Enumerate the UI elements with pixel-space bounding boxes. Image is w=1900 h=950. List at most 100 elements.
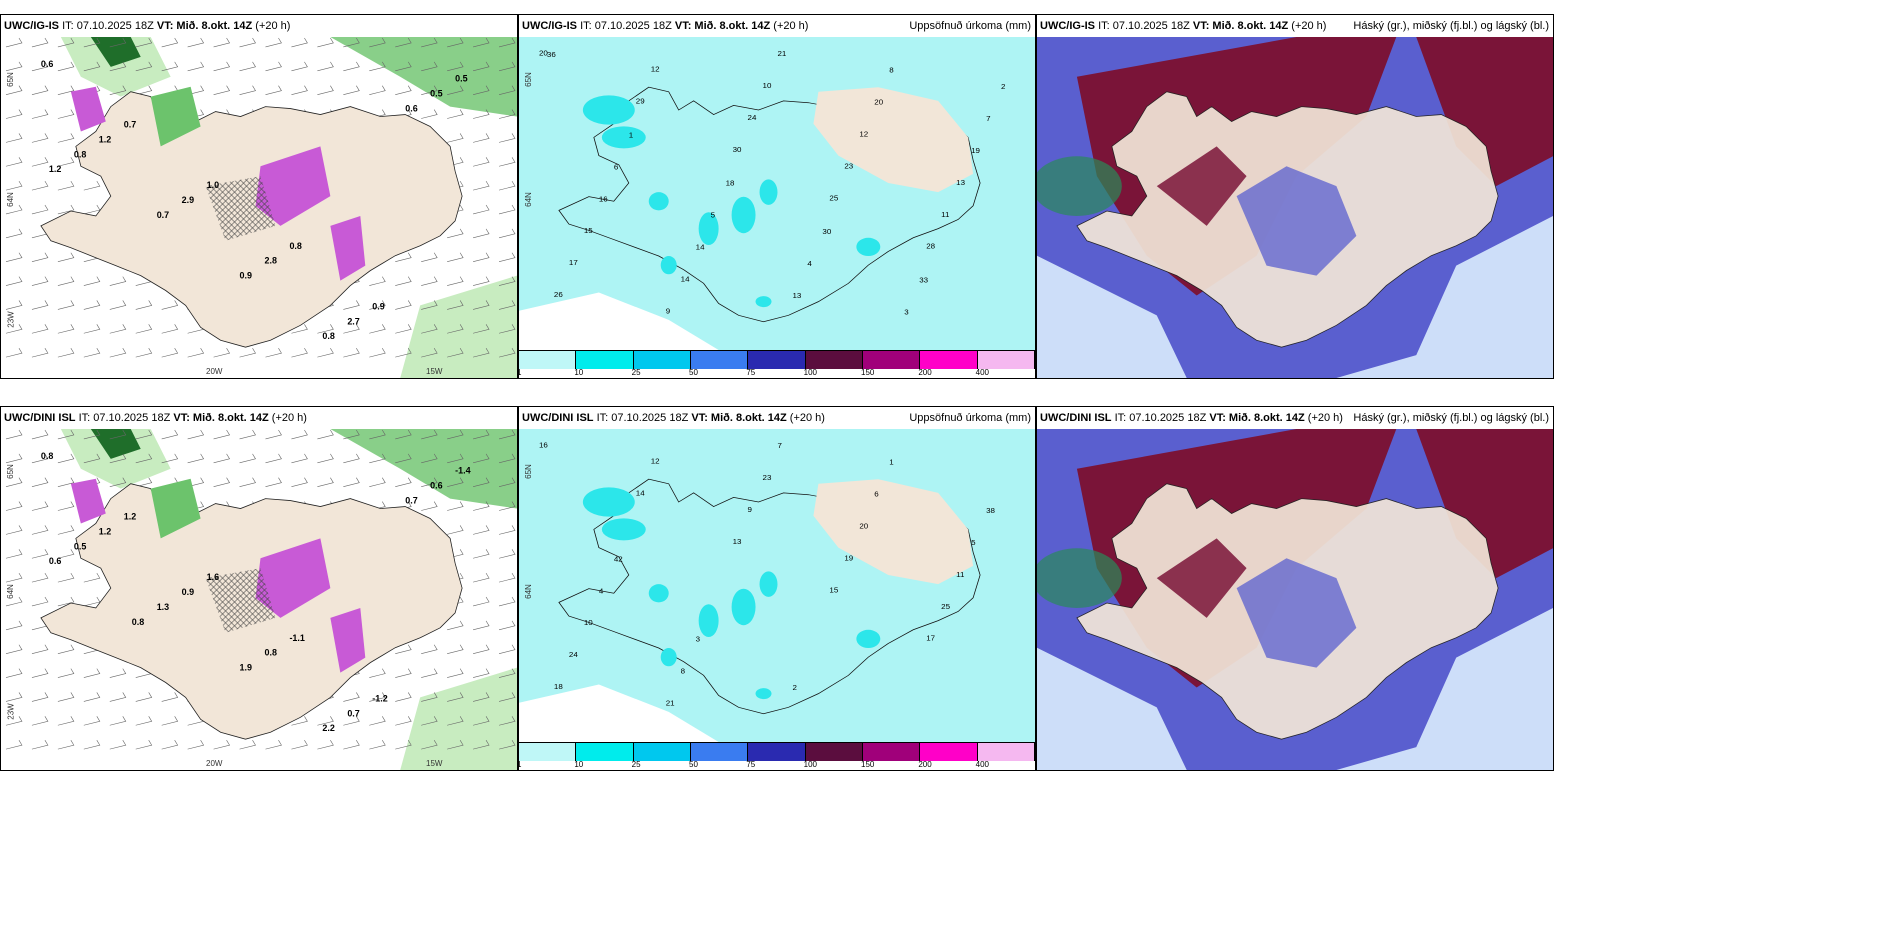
wind-barb [498,477,516,487]
wind-barb [57,61,75,72]
wind-barb [291,61,308,72]
wind-barb [31,573,49,583]
colorbar-swatch [977,351,1035,369]
colorbar-label: 25 [631,760,641,769]
wind-barb [395,37,412,48]
wind-barb [447,740,464,750]
wind-barb [187,85,205,95]
colorbar-swatch [805,351,863,369]
precip-area-ne [330,37,517,117]
wind-barb [447,85,464,95]
precip-amount-label: 0.6 [430,481,442,491]
valid-time: VT: Mið. 8.okt. 14Z [1209,412,1305,424]
heavy-precip-cell [755,688,772,700]
colorbar-label: 150 [861,368,875,377]
wind-barb [83,348,101,358]
wind-barb [57,453,75,464]
wind-barb [31,740,49,750]
wind-barb [135,348,153,358]
precip-value-label: 9 [666,307,670,316]
high-cloud-over-land [1156,146,1247,226]
wind-barb [369,716,386,726]
wind-barb [5,61,23,72]
dry-area [519,684,719,742]
wind-barb [213,740,231,750]
wind-barb [473,348,490,358]
heavy-precip-cell [698,604,719,638]
valid-time: VT: Mið. 8.okt. 14Z [173,412,269,424]
wind-barb [31,501,49,511]
wind-barb [343,740,360,750]
latitude-label: 23W [6,311,16,328]
wind-barb [395,276,412,286]
wind-barb [31,716,49,726]
precip-area-se [400,275,517,378]
wind-barb [473,324,490,334]
heavy-precip-cell [648,584,669,603]
wind-barb [421,477,438,487]
wind-barb [161,300,179,310]
map-svg [1037,37,1553,378]
wind-barb [5,37,23,48]
precip-value-label: 23 [844,162,853,171]
precip-amount-label: 1.2 [99,526,111,536]
wind-barb [109,61,127,72]
wind-barb [421,644,438,654]
precip-value-label: 1 [629,131,633,140]
wind-barb [395,324,412,334]
wind-barb [135,740,153,750]
dry-land-ne [813,87,974,193]
panel-header: UWC/IG-IS IT: 07.10.2025 18Z VT: Mið. 8.… [1037,15,1553,37]
precip-value-label: 20 [859,522,868,531]
wind-barb [239,348,256,358]
wind-barb [473,716,490,726]
wind-barb [57,37,75,48]
precip-amount-label: 0.8 [41,451,53,461]
colorbar-label: 100 [803,368,818,377]
precip-value-label: 5 [971,538,975,547]
wind-barb [473,61,490,72]
colorbar-swatch [576,743,634,761]
wind-barb [343,477,360,487]
wind-barb [343,716,360,726]
wind-barb [369,453,386,464]
wind-barb [57,157,75,167]
precip-value-label: 19 [971,146,980,155]
wind-barb [395,668,412,678]
wind-barb [369,61,386,72]
wind-barb [31,525,49,535]
wind-barb [109,85,127,95]
precip-value-label: 14 [681,275,691,284]
precip-value-label: 17 [926,634,935,643]
precip-area-ne [330,429,517,509]
light-precip-area [60,429,171,489]
init-time: IT: 07.10.2025 18Z [596,412,689,424]
wind-barb [161,692,179,702]
mid-cloud-over-land [1236,558,1357,668]
map-area [1037,429,1553,770]
wind-barb [31,549,49,559]
lead-time: (+20 h) [1291,20,1327,32]
wind-barb [421,276,438,286]
wind-barb [498,348,516,358]
wind-barb [83,324,101,334]
wind-barb [31,133,49,143]
wind-barb [213,348,231,358]
wind-barb [265,453,282,464]
colorbar-label: 10 [574,760,584,769]
wind-barb [5,109,23,119]
longitude-label: 20W [206,759,223,768]
heavy-precip-cell [601,518,646,541]
precip-amount-label: 1.0 [207,180,219,190]
latitude-label: 23W [6,703,16,720]
colorbar-swatch [633,743,691,761]
wind-barb [31,37,49,48]
colorbar-swatch [748,743,806,761]
wind-barb [369,692,386,702]
wind-barb [343,692,360,702]
wind-barb [421,300,438,310]
precip-colorbar: 1 10 25 50 75 100 150 200 400 [519,742,1035,770]
map-area: 16 14 13 15 17 18 12 9 19 25 24 21 23 20 11 10 8 7 6 5 4 3 2 1 3… [519,429,1035,742]
latitude-label: 65N [5,464,15,479]
wind-barb [57,501,75,511]
